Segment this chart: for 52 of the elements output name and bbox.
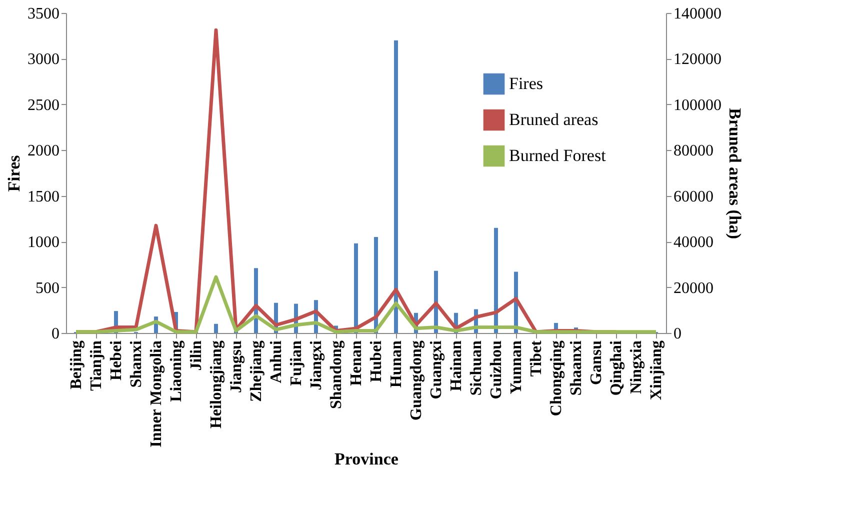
x-tick-label: Tianjin (88, 340, 105, 391)
x-tick-label: Anhui (268, 340, 285, 384)
y-tick-label: 1000 (28, 234, 60, 252)
y-tick-label: 0 (52, 326, 60, 342)
x-tick-label: Jilin (188, 340, 205, 371)
x-tick-label: Heilongjiang (208, 340, 225, 429)
x-tick-label: Shaanxi (568, 340, 585, 396)
x-tick-label: Guizhou (488, 340, 505, 400)
y-tick-label: 2000 (28, 142, 60, 160)
y-tick-label: 3500 (28, 6, 60, 22)
x-tick-label: Hebei (108, 340, 125, 380)
x-tick-label: Xinjiang (648, 340, 665, 400)
y-tick-label: 2500 (28, 96, 60, 114)
y2-axis-title: Bruned areas (ha) (726, 108, 744, 239)
y-tick-label: 500 (36, 280, 60, 297)
x-tick-label: Ningxia (628, 340, 645, 394)
legend-label: Fires (509, 74, 543, 93)
x-tick-label: Zhejiang (248, 340, 265, 402)
x-tick-label: Chongqing (548, 340, 565, 416)
y-tick-label: 3000 (28, 51, 60, 68)
x-tick-label: Hunan (388, 340, 405, 388)
x-tick-label: Qinghai (608, 340, 625, 396)
y2-tick-label: 0 (674, 326, 682, 342)
y2-tick-label: 120000 (674, 51, 722, 68)
y-tick-label: 1500 (28, 188, 60, 206)
y-axis-title: Fires (4, 154, 24, 192)
x-tick-label: Gansu (588, 340, 605, 385)
x-axis-title: Province (334, 450, 399, 469)
y2-tick-label: 20000 (674, 280, 714, 297)
x-tick-label: Liaoning (168, 340, 185, 402)
x-tick-label: Guangdong (408, 340, 425, 421)
x-tick-label: Hainan (448, 340, 465, 392)
y2-tick-label: 100000 (674, 96, 722, 114)
x-tick-label: Shanxi (128, 340, 145, 388)
legend-label: Bruned areas (509, 110, 598, 129)
x-tick-label: Jiangxi (308, 340, 325, 390)
x-tick-label: Inner Mongolia (148, 340, 165, 448)
x-tick-label: Jiangsu (228, 340, 245, 393)
x-tick-label: Sichuan (468, 340, 485, 396)
x-tick-label: Tibet (528, 340, 545, 377)
x-tick-label: Shandong (328, 340, 345, 409)
y2-tick-label: 60000 (674, 188, 714, 206)
legend-label: Burned Forest (509, 146, 606, 165)
x-tick-label: Guangxi (428, 340, 445, 400)
x-tick-label: Yunnan (508, 340, 525, 394)
y2-tick-label: 80000 (674, 142, 714, 160)
x-tick-label: Fujian (288, 340, 305, 386)
y2-tick-label: 40000 (674, 234, 714, 252)
y2-tick-label: 140000 (674, 6, 722, 22)
x-tick-label: Henan (348, 340, 365, 386)
x-tick-label: Hubei (368, 340, 385, 382)
x-tick-label: Beijing (68, 340, 85, 390)
